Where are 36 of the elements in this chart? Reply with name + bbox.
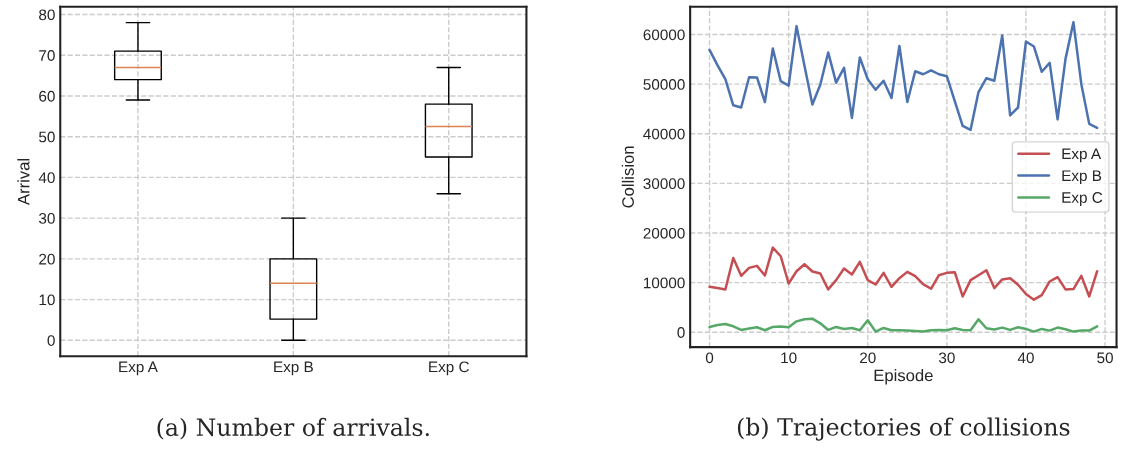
legend-label: Exp C [1062,192,1103,206]
y-tick-label: 30 [38,213,55,224]
y-axis-title: Arrival [17,158,30,206]
x-tick-label: 10 [781,352,797,364]
y-tick-label: 40000 [643,128,685,140]
y-tick-label: 60 [39,90,55,102]
y-tick-label: 50 [39,131,55,143]
y-tick-label: 60000 [643,29,685,41]
y-axis-title: Collision [621,146,634,208]
legend-label: Exp B [1062,170,1102,185]
y-tick-label: 50000 [643,79,685,90]
x-tick-label: 0 [705,352,714,364]
y-tick-label: 0 [677,327,685,338]
line-series [708,317,1099,333]
legend-label: Exp A [1062,148,1102,163]
x-tick-label: 40 [1017,352,1034,364]
x-tick-label: 20 [860,352,876,364]
line-series [708,20,1099,132]
x-tick-label: 30 [938,352,955,364]
x-tick-label: Exp C [429,361,469,376]
x-tick-label: 50 [1097,352,1113,364]
y-tick-label: 10000 [643,277,685,289]
x-tick-label: Exp A [119,361,158,376]
y-tick-label: 30000 [643,178,685,190]
y-tick-label: 70 [39,50,55,61]
x-axis-title: Episode [874,369,933,385]
y-tick-label: 20000 [643,227,685,239]
text: (b) Trajectories of collisions [737,417,1070,441]
y-tick-label: 10 [39,294,55,306]
text: (a) Number of arrivals. [157,417,429,440]
y-tick-label: 20 [39,253,55,265]
y-tick-label: 0 [47,335,55,346]
line-series [708,246,1099,301]
x-tick-label: Exp B [274,361,313,376]
y-tick-label: 40 [38,172,55,184]
y-tick-label: 80 [39,9,55,21]
